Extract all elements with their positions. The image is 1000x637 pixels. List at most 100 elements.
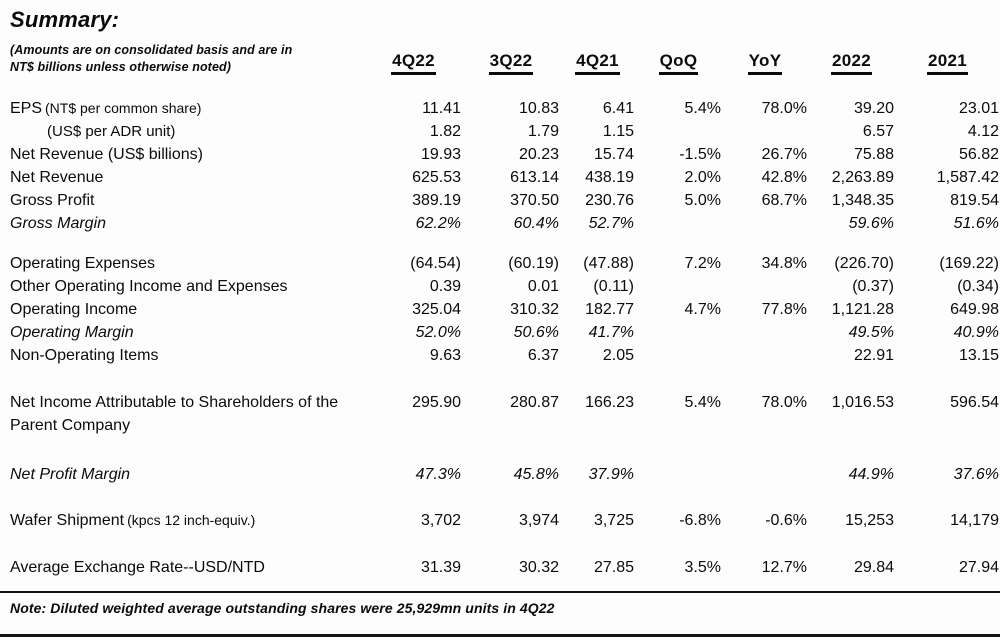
table-cell: 625.53 <box>412 168 461 186</box>
table-cell: 1,348.35 <box>831 191 894 209</box>
table-cell: 389.19 <box>412 191 461 209</box>
table-cell: 6.57 <box>862 122 894 140</box>
table-cell: 41.7% <box>588 323 634 341</box>
section-gap <box>10 438 1000 463</box>
table-row-eps-adr: (US$ per ADR unit) 1.82 1.79 1.15 6.57 4… <box>10 120 1000 143</box>
table-cell: 52.7% <box>588 214 634 232</box>
table-cell: (47.88) <box>583 254 634 272</box>
table-cell: 52.0% <box>415 323 461 341</box>
row-label-sub: (kpcs 12 inch-equiv.) <box>127 511 256 528</box>
table-cell: 325.04 <box>412 300 461 318</box>
horizontal-rule-bottom <box>0 634 1000 637</box>
table-subtitle: (Amounts are on consolidated basis and a… <box>10 35 365 97</box>
table-cell: (169.22) <box>939 254 999 272</box>
table-cell: 14,179 <box>950 511 999 529</box>
table-row-non-operating: Non-Operating Items 9.63 6.37 2.05 22.91… <box>10 344 1000 367</box>
table-cell: 166.23 <box>585 394 634 411</box>
table-cell: 596.54 <box>950 394 999 411</box>
table-cell: 19.93 <box>420 145 461 163</box>
table-cell: (226.70) <box>834 254 894 272</box>
table-cell: 0.39 <box>429 277 461 295</box>
table-cell: 47.3% <box>415 465 461 483</box>
table-cell: 230.76 <box>585 191 634 209</box>
column-header-4q21: 4Q21 <box>560 35 635 97</box>
horizontal-rule-top <box>0 591 1000 593</box>
table-row-operating-expenses: Operating Expenses (64.54) (60.19) (47.8… <box>10 252 1000 275</box>
table-cell: 78.0% <box>761 394 807 411</box>
table-cell: 1,587.42 <box>936 168 999 186</box>
table-cell: 3,974 <box>518 511 559 529</box>
table-cell: 62.2% <box>415 214 461 232</box>
table-cell: 0.01 <box>527 277 559 295</box>
table-cell: 34.8% <box>761 254 807 272</box>
row-label-sub: (NT$ per common share) <box>45 99 202 116</box>
row-label: Net Revenue <box>10 168 104 186</box>
table-cell <box>722 463 808 486</box>
column-header-yoy: YoY <box>722 35 808 97</box>
table-cell: 5.4% <box>684 394 721 411</box>
table-cell: 31.39 <box>420 558 461 576</box>
table-cell: 280.87 <box>510 394 559 411</box>
table-cell: 40.9% <box>953 323 999 341</box>
table-cell: 15.74 <box>593 145 634 163</box>
table-cell: 60.4% <box>513 214 559 232</box>
table-cell: 27.94 <box>958 558 999 576</box>
row-label: Operating Income <box>10 300 138 318</box>
table-cell: 2,263.89 <box>831 168 894 186</box>
table-cell: 4.12 <box>967 122 999 140</box>
table-cell: 59.6% <box>848 214 894 232</box>
table-row-other-operating: Other Operating Income and Expenses 0.39… <box>10 275 1000 298</box>
table-cell: 3.5% <box>684 558 721 576</box>
table-cell: 77.8% <box>761 300 807 318</box>
column-header-2022: 2022 <box>808 35 895 97</box>
table-cell: 50.6% <box>513 323 559 341</box>
table-cell <box>722 120 808 143</box>
table-row-net-revenue-usd: Net Revenue (US$ billions) 19.93 20.23 1… <box>10 143 1000 166</box>
table-cell: 819.54 <box>950 191 999 209</box>
table-cell <box>635 463 722 486</box>
section-gap <box>10 532 1000 556</box>
table-cell: 12.7% <box>761 558 807 576</box>
row-label: Gross Margin <box>10 214 107 232</box>
table-cell <box>635 344 722 367</box>
table-cell: (0.11) <box>593 277 634 295</box>
table-row-operating-income: Operating Income 325.04 310.32 182.77 4.… <box>10 298 1000 321</box>
subtitle-line-2: NT$ billions unless otherwise noted) <box>10 59 231 74</box>
table-cell <box>635 212 722 235</box>
table-cell: 22.91 <box>853 346 894 364</box>
table-cell <box>722 212 808 235</box>
table-cell: (0.37) <box>852 277 894 295</box>
row-label: Net Profit Margin <box>10 465 131 483</box>
table-cell: 613.14 <box>510 168 559 186</box>
row-label: Wafer Shipment <box>10 511 125 529</box>
footnote: Note: Diluted weighted average outstandi… <box>10 600 555 616</box>
table-cell: 27.85 <box>593 558 634 576</box>
table-cell: (60.19) <box>508 254 559 272</box>
table-cell: 30.32 <box>518 558 559 576</box>
table-cell: 1,016.53 <box>831 394 894 411</box>
table-row-operating-margin: Operating Margin 52.0% 50.6% 41.7% 49.5%… <box>10 321 1000 344</box>
table-cell <box>635 321 722 344</box>
section-gap <box>10 486 1000 509</box>
table-cell: -0.6% <box>765 511 807 529</box>
table-cell <box>635 275 722 298</box>
table-cell: 42.8% <box>761 168 807 186</box>
table-cell: 56.82 <box>958 145 999 163</box>
row-label: Operating Expenses <box>10 254 155 272</box>
row-label: EPS <box>10 99 43 117</box>
row-label: Net Revenue (US$ billions) <box>10 145 203 163</box>
table-row-net-profit-margin: Net Profit Margin 47.3% 45.8% 37.9% 44.9… <box>10 463 1000 486</box>
table-cell: 6.37 <box>527 346 559 364</box>
row-label: Non-Operating Items <box>10 346 159 364</box>
table-cell: 295.90 <box>412 394 461 411</box>
table-cell: 23.01 <box>958 99 999 117</box>
table-cell <box>722 275 808 298</box>
table-cell: 26.7% <box>761 145 807 163</box>
row-label: Average Exchange Rate--USD/NTD <box>10 558 265 576</box>
table-cell: 51.6% <box>953 214 999 232</box>
table-cell: 10.83 <box>518 99 559 117</box>
table-cell: 6.41 <box>602 99 634 117</box>
table-cell: 182.77 <box>585 300 634 318</box>
column-header-4q22: 4Q22 <box>365 35 462 97</box>
table-cell: -1.5% <box>679 145 721 163</box>
